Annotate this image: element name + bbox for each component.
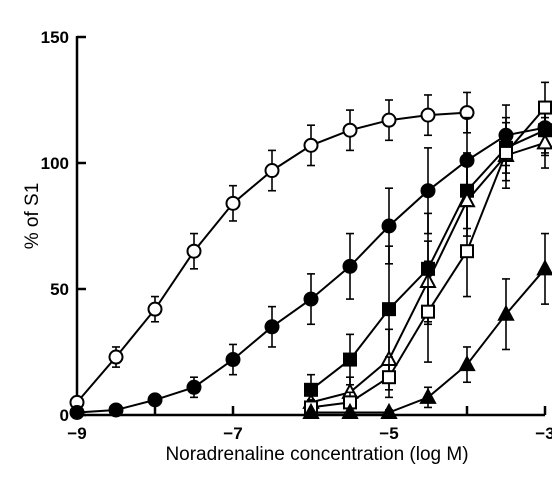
data-point [536,259,552,276]
series-open-circle [69,91,475,410]
x-tick-label: −9 [67,424,86,443]
data-point [458,354,476,372]
data-point [420,107,436,123]
data-point [382,302,396,317]
y-tick-label: 50 [50,280,69,299]
data-point [536,133,552,150]
data-point [342,258,358,274]
data-point [381,218,397,234]
data-point [69,404,85,420]
data-point [499,145,513,160]
axes: 0 50 100 150 −9 −7 −5 −3 [41,28,552,443]
data-point [147,301,163,317]
x-tick-label: −5 [379,424,398,443]
data-point [225,195,241,211]
series-open-square [304,81,552,416]
x-tick-label: −7 [223,424,242,443]
data-point [419,387,437,404]
series-filled-triangle [302,232,552,419]
data-point [264,319,280,335]
y-tick-label: 100 [41,154,69,173]
x-tick-label: −3 [535,424,552,443]
series-layer [69,81,552,420]
data-point [147,392,163,408]
data-point [380,402,398,419]
y-tick-label: 150 [41,28,69,47]
data-point [341,402,359,419]
data-point [342,122,358,138]
y-tick-label: 0 [60,406,69,425]
data-point [186,243,202,259]
data-point [186,379,202,395]
data-point [303,137,319,153]
data-point [108,402,124,418]
data-point [264,163,280,179]
data-point [497,304,515,321]
data-point [460,244,474,259]
y-axis-label: % of S1 [22,183,43,250]
x-axis-label: Noradrenaline concentration (log M) [165,444,468,465]
data-point [420,183,436,199]
data-point [303,291,319,307]
data-point [421,304,435,319]
data-point [343,352,357,367]
data-point [108,349,124,365]
data-point [302,402,320,419]
data-point [225,352,241,368]
data-point [538,100,552,115]
data-point [381,112,397,128]
data-point [382,370,396,385]
